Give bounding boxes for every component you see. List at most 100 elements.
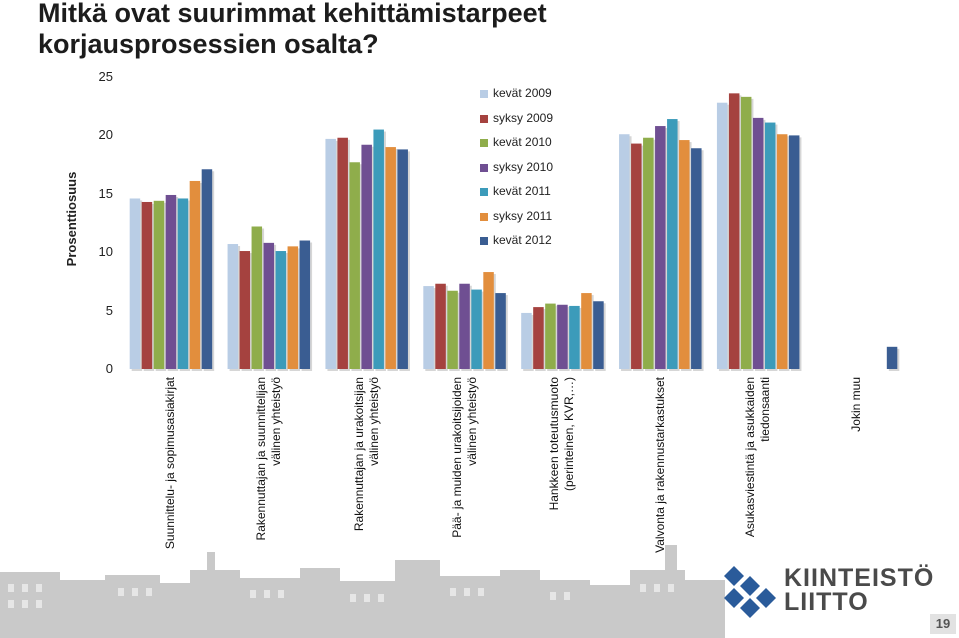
bar [129, 198, 141, 369]
bar [752, 117, 764, 369]
bar [349, 162, 360, 369]
bar [423, 286, 434, 369]
y-tick-label: 5 [105, 302, 113, 318]
bar [593, 301, 604, 369]
y-tick-label: 25 [98, 69, 113, 84]
category-label: Asukasviestintä ja asukkaiden tiedonsaant… [743, 377, 773, 567]
category-label-line: välinen yhteistyö [268, 377, 283, 466]
bar [177, 198, 189, 369]
bar [776, 134, 788, 369]
bar [227, 244, 239, 369]
bar [189, 180, 201, 369]
logo-text-line-1: KIINTEISTÖ [784, 564, 935, 592]
bar [569, 305, 580, 369]
y-tick-label: 10 [98, 244, 113, 260]
legend-swatch [480, 237, 488, 245]
slide-title: Mitkä ovat suurimmat kehittämistarpeet k… [38, 0, 547, 60]
bar [287, 246, 299, 369]
bar [545, 303, 556, 369]
bar [886, 346, 898, 369]
y-tick-label: 20 [98, 127, 113, 143]
logo-text-line-2: LIITTO [784, 588, 869, 616]
bar [533, 307, 544, 369]
category-label-line: välinen yhteistyö [464, 377, 479, 466]
bar [251, 226, 263, 369]
page-number: 19 [930, 614, 956, 634]
bar [619, 134, 630, 369]
slide-title-line-2: korjausprosessien osalta? [38, 29, 379, 59]
bar [643, 137, 654, 369]
category-label: Rakennuttajan ja urakoitsijan välinen yht… [352, 377, 382, 567]
category-label-line: Rakennuttajan ja suunnittelijan [253, 377, 268, 541]
category-label: Jokin muu [849, 377, 864, 567]
category-label: Hankkeen toteutusmuoto (perinteinen, KVR,… [547, 377, 577, 567]
category-label-line: välinen yhteistyö [366, 377, 381, 466]
legend-label: kevät 2012 [493, 233, 552, 247]
legend-swatch [480, 188, 488, 196]
bar [728, 93, 740, 370]
bar [764, 122, 776, 369]
bar [239, 251, 251, 369]
bar [557, 304, 568, 369]
category-label-line: (perinteinen, KVR,…) [562, 377, 577, 492]
bar [788, 135, 800, 369]
bar [373, 129, 384, 369]
bar [483, 272, 494, 369]
bar [435, 283, 446, 369]
bar [691, 148, 702, 369]
bar [141, 201, 153, 369]
category-label-line: Hankkeen toteutusmuoto [547, 377, 562, 511]
category-label: Valvonta ja rakennustarkastukset [653, 377, 668, 567]
bar [667, 119, 678, 369]
category-label-line: Pää- ja muiden urakoitsijoiden [449, 377, 464, 538]
category-label: Rakennuttajan ja suunnittelijan välinen y… [254, 377, 284, 567]
bar [299, 240, 311, 369]
legend-swatch [480, 90, 488, 98]
bar [459, 283, 470, 369]
bar [655, 126, 666, 369]
legend-label: syksy 2011 [493, 208, 553, 223]
bar [631, 143, 642, 369]
legend-label: kevät 2010 [493, 135, 552, 149]
legend-swatch [480, 163, 488, 172]
category-label: Suunnittelu- ja sopimusasiakirjat [163, 377, 178, 567]
bar [521, 312, 532, 369]
bar [325, 138, 336, 369]
category-label-line: Asukasviestintä ja asukkaiden [743, 377, 758, 538]
legend-label: syksy 2009 [493, 110, 554, 125]
category-label-line: Suunnittelu- ja sopimusasiakirjat [163, 377, 178, 550]
bar [397, 149, 408, 369]
legend-label: kevät 2009 [493, 86, 552, 100]
legend-swatch [480, 139, 488, 147]
category-label-line: Rakennuttajan ja urakoitsijan [351, 377, 366, 532]
bar [740, 96, 752, 369]
bar [165, 194, 177, 369]
bar [361, 144, 372, 369]
bar [153, 200, 165, 369]
bar [581, 293, 592, 369]
category-label-line: tiedonsaanti [758, 377, 773, 442]
y-tick-label: 0 [105, 361, 113, 376]
bar [275, 251, 287, 369]
bar [385, 147, 396, 369]
bar [263, 242, 275, 369]
bar [716, 102, 728, 370]
bar [495, 293, 506, 369]
bar [337, 137, 348, 369]
diamond-logo-icon [724, 566, 776, 618]
category-label-line: Valvonta ja rakennustarkastukset [652, 377, 667, 553]
category-label-line: Jokin muu [848, 377, 863, 432]
legend-label: kevät 2011 [493, 184, 551, 198]
slide-title-line-1: Mitkä ovat suurimmat kehittämistarpeet [38, 0, 547, 28]
legend-swatch [480, 114, 488, 123]
legend-label: syksy 2010 [493, 159, 554, 174]
bar [201, 169, 213, 369]
y-tick-label: 15 [98, 185, 113, 201]
category-label: Pää- ja muiden urakoitsijoiden välinen yh… [450, 377, 480, 567]
legend-swatch [480, 212, 488, 221]
bar [471, 289, 482, 369]
bar [447, 290, 458, 369]
